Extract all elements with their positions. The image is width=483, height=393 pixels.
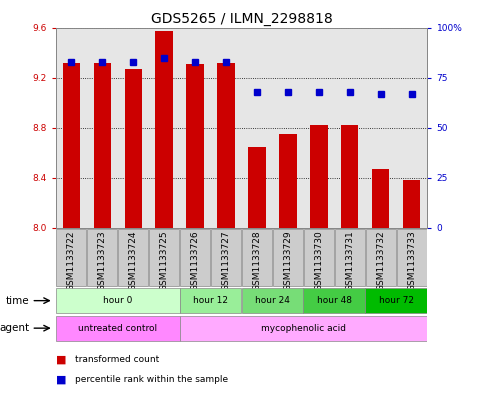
Bar (397, 28, 427, 228)
Bar (311, 125, 327, 228)
Title: GDS5265 / ILMN_2298818: GDS5265 / ILMN_2298818 (151, 13, 332, 26)
Bar (94, 62, 111, 228)
Text: hour 12: hour 12 (193, 296, 228, 305)
Text: GSM1133724: GSM1133724 (128, 230, 138, 291)
Bar (303, 28, 334, 228)
Bar (372, 169, 389, 228)
Bar (117, 28, 149, 228)
Bar (62, 62, 80, 228)
Text: GSM1133733: GSM1133733 (408, 230, 416, 291)
Text: time: time (6, 296, 29, 306)
Text: GSM1133725: GSM1133725 (159, 230, 169, 291)
Bar (180, 28, 211, 228)
Bar (87, 228, 117, 286)
Bar (366, 228, 396, 286)
Text: transformed count: transformed count (75, 355, 159, 364)
Text: agent: agent (0, 323, 29, 333)
Bar (303, 288, 366, 313)
Bar (211, 228, 241, 286)
Bar (242, 28, 272, 228)
Bar (335, 228, 365, 286)
Text: ■: ■ (56, 374, 66, 384)
Text: GSM1133731: GSM1133731 (345, 230, 355, 291)
Text: untreated control: untreated control (78, 324, 157, 332)
Text: hour 72: hour 72 (379, 296, 414, 305)
Text: hour 48: hour 48 (317, 296, 352, 305)
Bar (397, 228, 427, 286)
Text: GSM1133728: GSM1133728 (253, 230, 261, 291)
Text: mycophenolic acid: mycophenolic acid (261, 324, 346, 332)
Bar (86, 28, 117, 228)
Text: GSM1133722: GSM1133722 (67, 230, 75, 291)
Bar (125, 69, 142, 228)
Bar (242, 228, 272, 286)
Bar (56, 316, 180, 341)
Text: percentile rank within the sample: percentile rank within the sample (75, 375, 228, 384)
Bar (156, 31, 172, 228)
Bar (186, 64, 203, 228)
Bar (242, 288, 303, 313)
Bar (273, 228, 303, 286)
Text: GSM1133729: GSM1133729 (284, 230, 293, 291)
Bar (272, 28, 303, 228)
Bar (304, 228, 334, 286)
Bar (366, 28, 397, 228)
Bar (56, 28, 86, 228)
Bar (149, 28, 180, 228)
Text: GSM1133730: GSM1133730 (314, 230, 324, 291)
Bar (211, 28, 242, 228)
Bar (341, 125, 358, 228)
Text: ■: ■ (56, 354, 66, 365)
Bar (180, 316, 427, 341)
Bar (149, 228, 179, 286)
Text: GSM1133732: GSM1133732 (376, 230, 385, 291)
Text: hour 0: hour 0 (103, 296, 132, 305)
Text: GSM1133727: GSM1133727 (222, 230, 230, 291)
Bar (118, 228, 148, 286)
Bar (217, 62, 235, 228)
Bar (280, 134, 297, 228)
Bar (248, 147, 266, 228)
Bar (56, 228, 86, 286)
Bar (180, 288, 242, 313)
Bar (366, 288, 427, 313)
Bar (334, 28, 366, 228)
Text: GSM1133723: GSM1133723 (98, 230, 107, 291)
Bar (180, 228, 210, 286)
Text: hour 24: hour 24 (255, 296, 290, 305)
Bar (56, 288, 180, 313)
Text: GSM1133726: GSM1133726 (190, 230, 199, 291)
Bar (403, 180, 421, 228)
